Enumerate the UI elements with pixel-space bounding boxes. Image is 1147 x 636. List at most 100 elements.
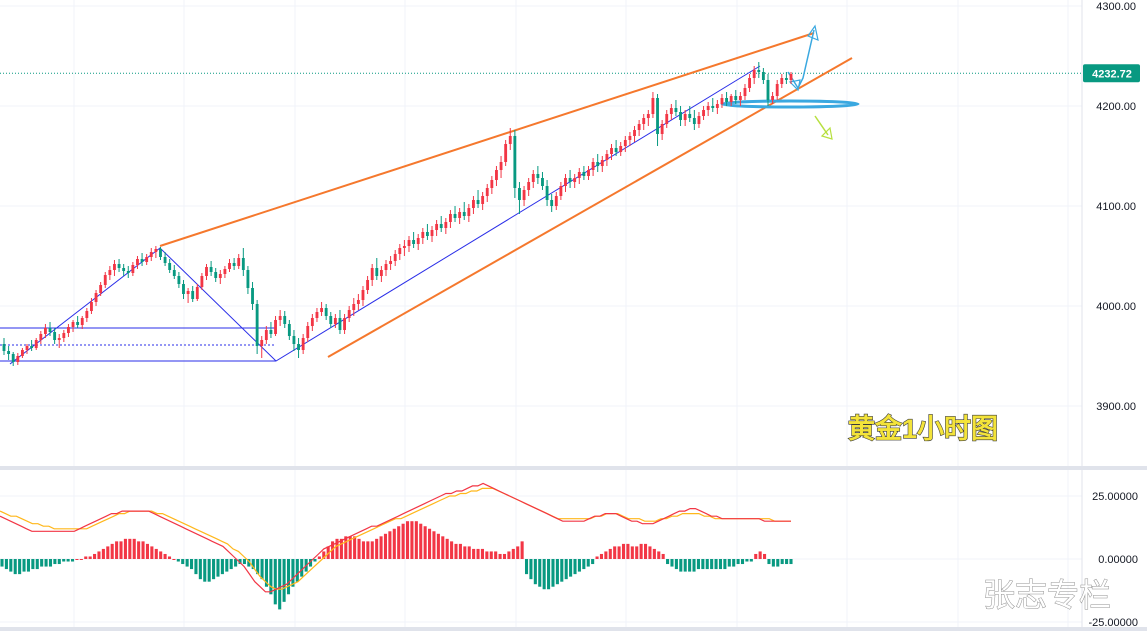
candle-body: [702, 110, 705, 116]
candle-body: [85, 311, 89, 318]
macd-histogram-bar: [648, 546, 652, 559]
macd-histogram-bar: [348, 536, 352, 559]
macd-histogram-bar: [9, 559, 13, 572]
current-price-label: 4232.72: [1092, 68, 1132, 80]
macd-histogram-bar: [101, 548, 105, 559]
candle-body: [310, 318, 314, 326]
candle-body: [642, 118, 646, 124]
candle-body: [412, 240, 416, 244]
macd-histogram-bar: [4, 559, 8, 570]
candle-body: [306, 326, 310, 338]
macd-histogram-bar: [79, 559, 83, 560]
macd-histogram-bar: [410, 521, 414, 559]
candle-body: [324, 308, 328, 316]
macd-histogram-bar: [542, 559, 546, 590]
macd-histogram-bar: [361, 541, 365, 559]
candle-body: [771, 96, 775, 100]
macd-histogram-bar: [423, 526, 427, 559]
macd-histogram-bar: [613, 546, 617, 559]
macd-histogram-bar: [688, 559, 692, 572]
macd-histogram-bar: [22, 559, 26, 572]
candle-body: [637, 124, 641, 130]
candle-body: [393, 254, 397, 261]
macd-histogram-bar: [547, 559, 551, 590]
macd-histogram-bar: [732, 559, 736, 567]
candle-body: [149, 252, 153, 257]
candle-body: [518, 188, 521, 200]
macd-histogram-bar: [441, 536, 445, 559]
candle-body: [784, 78, 788, 80]
candle-body: [255, 304, 259, 346]
candle-body: [103, 275, 107, 285]
macd-histogram-bar: [216, 559, 220, 577]
candle-body: [439, 224, 443, 228]
macd-histogram-bar: [26, 559, 30, 572]
candle-body: [356, 300, 360, 304]
candle-body: [660, 124, 664, 134]
candle-body: [416, 238, 420, 244]
pane-separator: [0, 466, 1147, 470]
macd-histogram-bar: [145, 543, 150, 559]
candle-body: [108, 270, 112, 275]
macd-histogram-bar: [586, 559, 590, 567]
candle-body: [16, 356, 20, 362]
candle-body: [168, 263, 172, 270]
candle-body: [743, 88, 747, 96]
macd-histogram-bar: [357, 538, 361, 559]
candle-body: [113, 264, 116, 270]
macd-histogram-bar: [154, 548, 158, 559]
candle-body: [126, 271, 130, 273]
macd-histogram-bar: [132, 538, 136, 559]
macd-histogram-bar: [617, 546, 621, 559]
candle-body: [140, 259, 144, 262]
candle-body: [729, 96, 733, 102]
candle-body: [283, 316, 287, 324]
macd-histogram-bar: [621, 543, 626, 559]
macd-histogram-bar: [291, 559, 295, 587]
candle-body: [11, 354, 15, 362]
candle-body: [218, 274, 222, 278]
candle-body: [545, 186, 549, 200]
candle-body: [163, 257, 167, 263]
macd-histogram-bar: [480, 548, 484, 559]
macd-histogram-bar: [683, 559, 687, 572]
macd-histogram-bar: [604, 551, 608, 559]
macd-histogram-bar: [507, 551, 511, 559]
candle-body: [214, 272, 218, 278]
macd-histogram-bar: [467, 546, 471, 559]
macd-histogram-bar: [705, 559, 709, 570]
macd-histogram-bar: [626, 543, 630, 559]
macd-histogram-bar: [723, 559, 727, 570]
macd-histogram-bar: [494, 551, 498, 559]
macd-histogram-bar: [70, 559, 75, 562]
bottom-border: [0, 627, 1147, 631]
macd-histogram-bar: [679, 559, 683, 572]
candle-body: [389, 261, 393, 264]
candle-body: [402, 246, 406, 248]
candle-body: [633, 130, 636, 136]
candle-body: [352, 304, 356, 310]
candle-body: [90, 302, 93, 311]
candle-body: [522, 190, 526, 200]
macd-histogram-bar: [652, 548, 656, 559]
candle-body: [564, 178, 567, 186]
macd-histogram-bar: [300, 559, 304, 577]
candle-body: [711, 106, 715, 108]
candle-body: [577, 172, 581, 178]
macd-histogram-bar: [18, 559, 22, 575]
candle-body: [39, 334, 43, 340]
macd-histogram-bar: [375, 538, 379, 559]
macd-histogram-bar: [13, 559, 17, 575]
macd-histogram-bar: [436, 533, 440, 559]
zigzag-trendline: [9, 65, 761, 365]
macd-histogram-bar: [172, 559, 176, 560]
candle-body: [292, 336, 296, 344]
macd-histogram-bar: [106, 546, 110, 559]
macd-histogram-bar: [141, 541, 145, 559]
macd-histogram-bar: [419, 523, 423, 559]
macd-histogram-bar: [93, 553, 97, 559]
channel-upper-line: [159, 32, 815, 247]
macd-histogram-bar: [339, 538, 343, 559]
